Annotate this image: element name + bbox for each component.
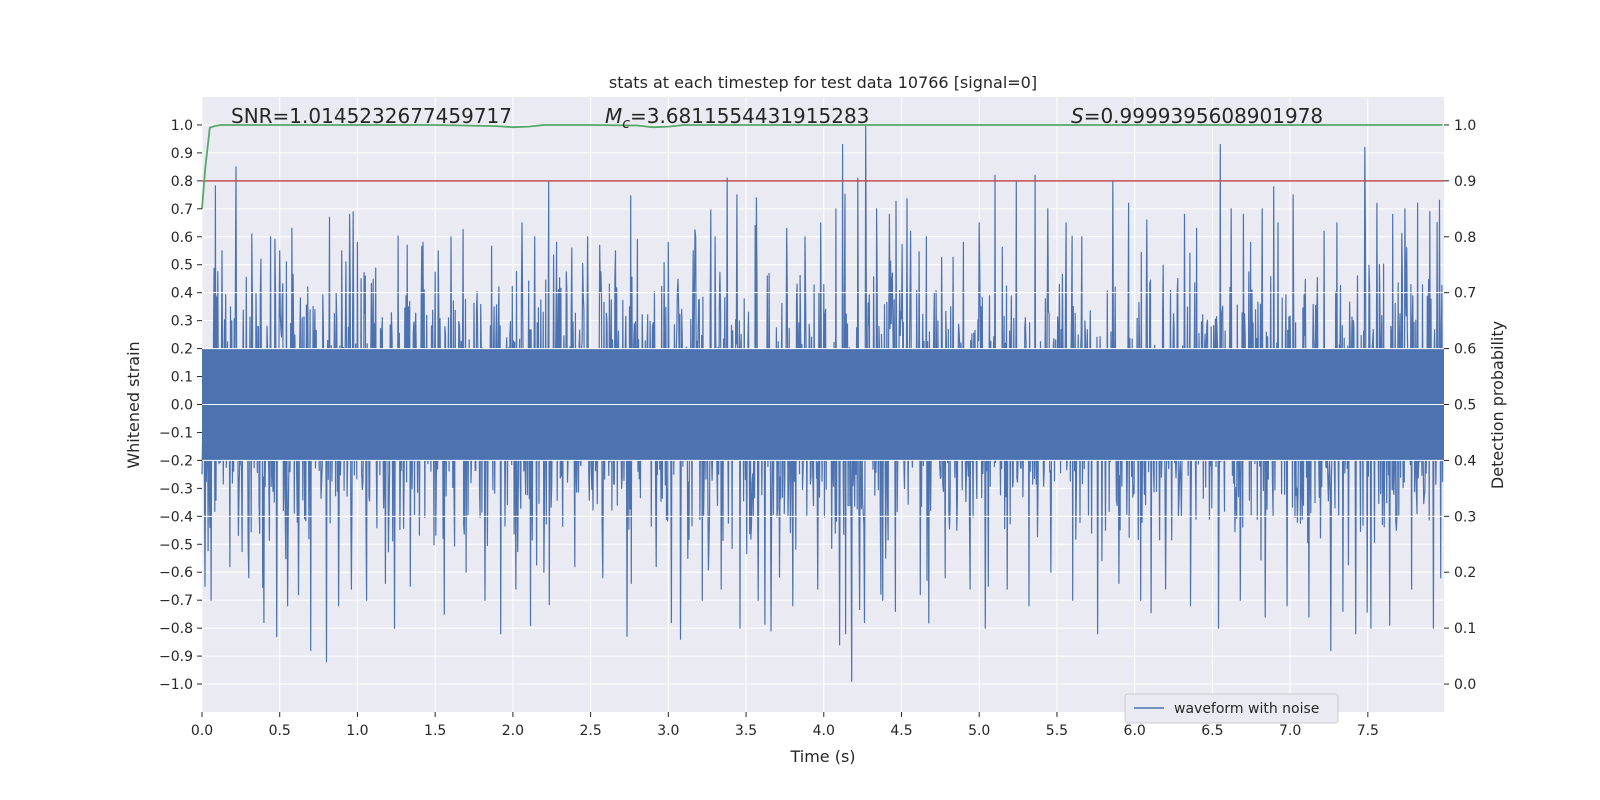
y-tick-label: 0.8 — [171, 174, 193, 190]
y-tick-label: −0.7 — [159, 593, 193, 609]
s-value: =0.9999395608901978 — [1084, 104, 1323, 128]
y-axis-label: Whitened strain — [124, 341, 143, 468]
y2-tick-label: 0.5 — [1454, 398, 1476, 414]
y-tick-label: 0.2 — [171, 342, 193, 358]
y-tick-label: −0.9 — [159, 649, 193, 665]
y-tick-label: −0.6 — [159, 565, 193, 581]
x-tick-label: 6.5 — [1201, 723, 1223, 739]
y-tick-label: 0.0 — [171, 398, 193, 414]
y-tick-label: 0.7 — [171, 202, 193, 218]
y-tick-label: −0.4 — [159, 509, 193, 525]
x-tick-label: 2.5 — [579, 723, 601, 739]
mc-value: =3.6811554431915283 — [630, 104, 869, 128]
y-tick-label: −0.5 — [159, 537, 193, 553]
x-tick-label: 3.5 — [735, 723, 757, 739]
y2-tick-label: 0.4 — [1454, 453, 1476, 469]
y-tick-label: −0.2 — [159, 453, 193, 469]
y-tick-label: 0.1 — [171, 370, 193, 386]
chart-title: stats at each timestep for test data 107… — [609, 73, 1037, 92]
s-annotation: S=0.9999395608901978 — [1071, 104, 1323, 128]
mc-subscript: c — [622, 116, 630, 132]
y2-axis-ticks: 1.0 0.9 0.8 0.7 0.6 0.5 0.4 0.3 0.2 0.1 0.0 — [1444, 118, 1476, 693]
x-tick-label: 6.0 — [1124, 723, 1146, 739]
y-tick-label: −0.3 — [159, 481, 193, 497]
y2-tick-label: 0.7 — [1454, 286, 1476, 302]
y2-tick-label: 0.9 — [1454, 174, 1476, 190]
y2-tick-label: 0.0 — [1454, 677, 1476, 693]
x-axis-ticks: 0.0 0.5 1.0 1.5 2.0 2.5 3.0 3.5 4.0 4.5 5.0 5.5 6.0 6… — [191, 712, 1379, 739]
y2-tick-label: 0.1 — [1454, 621, 1476, 637]
y2-tick-label: 1.0 — [1454, 118, 1476, 134]
x-axis-label: Time (s) — [789, 747, 855, 766]
y-tick-label: −1.0 — [159, 677, 193, 693]
waveform-series — [201, 124, 1444, 682]
overlay-lines — [201, 124, 1444, 209]
x-tick-label: 0.0 — [191, 723, 213, 739]
x-tick-label: 4.5 — [890, 723, 912, 739]
x-tick-label: 1.0 — [346, 723, 368, 739]
y2-tick-label: 0.2 — [1454, 565, 1476, 581]
mc-symbol: M — [605, 104, 622, 128]
s-symbol: S — [1071, 104, 1084, 128]
y-tick-label: 0.5 — [171, 258, 193, 274]
x-tick-label: 7.5 — [1357, 723, 1379, 739]
y2-tick-label: 0.8 — [1454, 230, 1476, 246]
y2-axis-label: Detection probability — [1488, 321, 1507, 489]
x-tick-label: 7.0 — [1279, 723, 1301, 739]
mc-annotation: Mc=3.6811554431915283 — [605, 104, 869, 132]
x-tick-label: 5.0 — [968, 723, 990, 739]
y2-tick-label: 0.6 — [1454, 342, 1476, 358]
y-tick-label: −0.1 — [159, 425, 193, 441]
y-axis-ticks: 1.0 0.9 0.8 0.7 0.6 0.5 0.4 0.3 0.2 0.1 0.0 −0.1 −0.… — [159, 118, 202, 693]
x-tick-label: 5.5 — [1046, 723, 1068, 739]
x-tick-label: 0.5 — [269, 723, 291, 739]
legend-box — [1124, 693, 1339, 724]
legend: waveform with noise — [1124, 693, 1339, 724]
y-tick-label: 0.6 — [171, 230, 193, 246]
y-tick-label: 1.0 — [171, 118, 193, 134]
x-tick-label: 2.0 — [502, 723, 524, 739]
y-tick-label: 0.3 — [171, 314, 193, 330]
y-tick-label: −0.8 — [159, 621, 193, 637]
legend-label: waveform with noise — [1174, 701, 1319, 717]
snr-annotation: SNR=1.0145232677459717 — [231, 104, 512, 128]
y-tick-label: 0.4 — [171, 286, 193, 302]
detection-probability-line — [201, 124, 1443, 209]
x-tick-label: 1.5 — [424, 723, 446, 739]
y2-tick-label: 0.3 — [1454, 509, 1476, 525]
x-tick-label: 3.0 — [657, 723, 679, 739]
x-tick-label: 4.0 — [813, 723, 835, 739]
y-tick-label: 0.9 — [171, 146, 193, 162]
